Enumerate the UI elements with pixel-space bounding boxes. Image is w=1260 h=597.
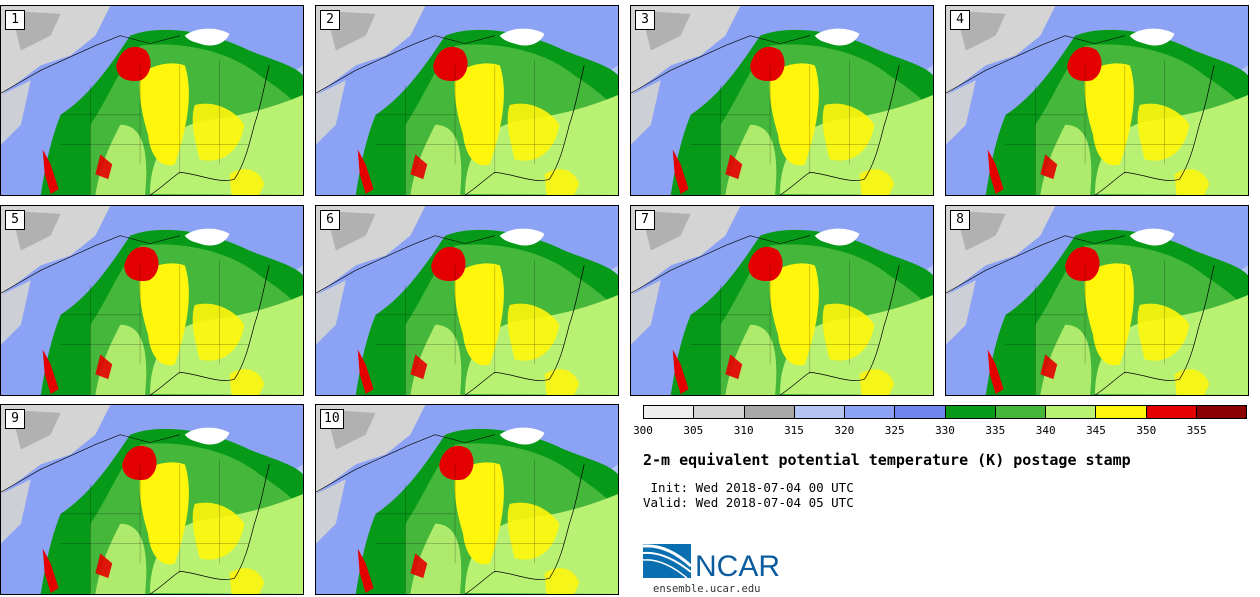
colorbar-tick-label: 305 (683, 424, 704, 437)
member-panel-8: 8 (945, 205, 1249, 396)
member-number-label: 8 (950, 210, 970, 230)
member-map-1 (1, 6, 303, 195)
member-panel-1: 1 (0, 5, 304, 196)
colorbar-tick-label: 320 (834, 424, 855, 437)
member-number-label: 3 (635, 10, 655, 30)
member-panel-4: 4 (945, 5, 1249, 196)
colorbar-tick-label: 330 (935, 424, 955, 437)
colorbar-swatch (995, 406, 1046, 418)
member-map-7 (631, 206, 933, 395)
colorbar-tick-label: 325 (884, 424, 905, 437)
member-map-9 (1, 405, 303, 594)
ncar-logo: NCAR (643, 544, 780, 582)
member-number-label: 7 (635, 210, 655, 230)
colorbar-swatch (644, 406, 695, 418)
colorbar-tick-label: 355 (1186, 424, 1207, 437)
website-url: ensemble.ucar.edu (653, 583, 761, 595)
member-map-6 (316, 206, 618, 395)
member-map-8 (946, 206, 1248, 395)
colorbar-swatch (694, 406, 745, 418)
member-number-label: 5 (5, 210, 25, 230)
colorbar-swatch (794, 406, 845, 418)
colorbar-swatch (1146, 406, 1197, 418)
valid-time: Valid: Wed 2018-07-04 05 UTC (643, 495, 854, 510)
member-panel-10: 10 (315, 404, 619, 595)
member-number-label: 2 (320, 10, 340, 30)
member-panel-7: 7 (630, 205, 934, 396)
colorbar-tick-label: 345 (1086, 424, 1106, 437)
colorbar-tick-label: 310 (733, 424, 754, 437)
init-time: Init: Wed 2018-07-04 00 UTC (643, 480, 854, 495)
colorbar-swatch (1196, 406, 1246, 418)
member-panel-3: 3 (630, 5, 934, 196)
colorbar-swatch (945, 406, 996, 418)
ncar-logo-text: NCAR (695, 550, 780, 582)
member-panel-9: 9 (0, 404, 304, 595)
member-panel-2: 2 (315, 5, 619, 196)
colorbar-swatch (1096, 406, 1147, 418)
member-map-3 (631, 6, 933, 195)
member-map-10 (316, 405, 618, 594)
figure-title: 2-m equivalent potential temperature (K)… (643, 451, 1131, 469)
colorbar-tick-label: 350 (1136, 424, 1157, 437)
colorbar-swatch (895, 406, 946, 418)
colorbar-swatch (1046, 406, 1097, 418)
member-number-label: 4 (950, 10, 970, 30)
colorbar-tick-label: 335 (985, 424, 1006, 437)
colorbar-tick-label: 315 (784, 424, 804, 437)
colorbar (643, 405, 1247, 419)
colorbar-swatch (845, 406, 896, 418)
colorbar-tick-label: 340 (1035, 424, 1056, 437)
member-number-label: 10 (320, 409, 344, 429)
member-map-4 (946, 6, 1248, 195)
member-map-5 (1, 206, 303, 395)
colorbar-swatch (744, 406, 795, 418)
member-number-label: 6 (320, 210, 340, 230)
member-number-label: 1 (5, 10, 25, 30)
member-panel-5: 5 (0, 205, 304, 396)
member-number-label: 9 (5, 409, 25, 429)
member-map-2 (316, 6, 618, 195)
colorbar-tick-label: 300 (633, 424, 653, 437)
member-panel-6: 6 (315, 205, 619, 396)
